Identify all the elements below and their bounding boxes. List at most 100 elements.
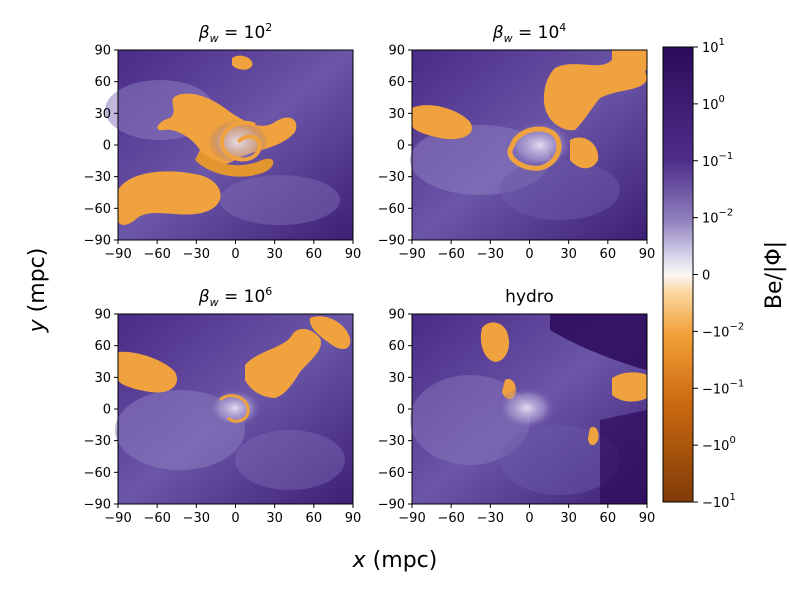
x-tick-label: −30: [477, 247, 504, 262]
colorbar-tick-label: 101: [702, 37, 725, 56]
y-tick-label: −90: [84, 498, 111, 513]
panel-beta-1e2: [105, 49, 354, 241]
negative-region: [245, 328, 321, 398]
x-tick-label: 60: [600, 247, 617, 262]
x-tick-label: 30: [266, 511, 283, 526]
colorbar-tick-label: 0: [702, 269, 710, 284]
x-tick-label: −60: [437, 247, 464, 262]
x-tick-label: −90: [398, 247, 425, 262]
y-tick-label: 0: [397, 139, 405, 154]
core-glow: [497, 386, 557, 430]
x-tick-label: −30: [183, 511, 210, 526]
x-tick-label: 90: [345, 511, 362, 526]
panel-beta-1e4: [410, 49, 648, 241]
x-tick-label: 30: [266, 247, 283, 262]
x-tick-label: −30: [183, 247, 210, 262]
colorbar-tick-label: −101: [702, 492, 736, 511]
negative-region: [195, 150, 274, 177]
y-tick-label: −60: [378, 466, 405, 481]
x-tick-label: 30: [560, 247, 577, 262]
panel-titles: βw = 102 βw = 104 βw = 106 hydro: [198, 21, 567, 309]
negative-region: [507, 126, 562, 171]
y-tick-label: 90: [94, 308, 111, 323]
colorbar-tick-label: −10−2: [702, 321, 744, 340]
x-tick-label: 0: [525, 511, 533, 526]
panel-beta-1e6: [115, 313, 354, 505]
y-tick-label: 60: [388, 75, 405, 90]
wisp: [235, 430, 345, 490]
wisp: [220, 175, 340, 225]
x-tick-label: −90: [104, 511, 131, 526]
x-tick-label: −60: [437, 511, 464, 526]
negative-region: [570, 137, 599, 169]
colorbar-tick-label: −100: [702, 435, 736, 454]
y-tick-label: −90: [378, 234, 405, 249]
y-tick-label: 90: [388, 308, 405, 323]
x-tick-label: 0: [231, 511, 239, 526]
y-tick-label: 90: [388, 44, 405, 59]
negative-region: [543, 57, 647, 131]
colorbar-ticks: 101 100 10−1 10−2 0 −10−2 −10−1 −100 −101: [693, 37, 744, 511]
wisp: [410, 375, 530, 465]
negative-region: [118, 351, 178, 393]
x-tick-label: 90: [639, 247, 656, 262]
y-tick-label: 90: [94, 44, 111, 59]
wisp: [500, 160, 620, 220]
y-tick-label: 30: [94, 371, 111, 386]
y-tick-label: 0: [103, 403, 111, 418]
y-tick-label: −60: [378, 202, 405, 217]
colorbar: 101 100 10−1 10−2 0 −10−2 −10−1 −100 −101: [662, 37, 744, 511]
panel-hydro: [410, 313, 648, 505]
panel-title: βw = 102: [198, 21, 273, 45]
y-tick-label: 30: [94, 107, 111, 122]
spiral-arm: [219, 120, 262, 162]
y-tick-label: −60: [84, 202, 111, 217]
colorbar-gradient: [662, 46, 694, 503]
y-tick-label: −30: [84, 434, 111, 449]
hydro-shadow: [550, 314, 647, 370]
y-tick-label: 0: [103, 139, 111, 154]
y-tick-label: 60: [388, 339, 405, 354]
y-tick-label: 30: [388, 371, 405, 386]
y-tick-label: 30: [388, 107, 405, 122]
hydro-shadow: [600, 410, 647, 504]
y-tick-label: −90: [378, 498, 405, 513]
y-tick-label: 0: [397, 403, 405, 418]
colorbar-label: Be/|Φ|: [762, 241, 787, 309]
x-tick-label: −30: [477, 511, 504, 526]
y-tick-label: 60: [94, 75, 111, 90]
x-tick-label: 60: [600, 511, 617, 526]
x-tick-label: −60: [143, 511, 170, 526]
y-tick-label: −30: [84, 170, 111, 185]
negative-region: [232, 55, 253, 70]
y-tick-label: −60: [84, 466, 111, 481]
x-tick-label: 90: [345, 247, 362, 262]
x-tick-label: 0: [525, 247, 533, 262]
y-tick-label: −30: [378, 434, 405, 449]
x-axis-label: x (mpc): [352, 548, 438, 573]
negative-region: [118, 171, 221, 225]
panel-title: βw = 106: [198, 285, 273, 309]
negative-region: [480, 322, 510, 362]
panel-title: βw = 104: [492, 21, 567, 45]
colorbar-tick-label: 10−1: [702, 151, 733, 170]
colorbar-tick-label: 100: [702, 94, 725, 113]
y-axis-label: y (mpc): [25, 248, 50, 334]
x-tick-label: −90: [398, 511, 425, 526]
negative-region: [588, 426, 599, 446]
panel-title: hydro: [505, 287, 554, 307]
y-tick-label: −90: [84, 234, 111, 249]
x-tick-label: −90: [104, 247, 131, 262]
negative-region: [612, 372, 647, 402]
y-tick-label: 60: [94, 339, 111, 354]
x-tick-label: 90: [639, 511, 656, 526]
y-tick-label: −30: [378, 170, 405, 185]
x-tick-label: 30: [560, 511, 577, 526]
negative-region: [412, 105, 472, 140]
x-tick-label: 0: [231, 247, 239, 262]
spiral-arm: [218, 394, 250, 423]
colorbar-tick-label: 10−2: [702, 208, 733, 227]
x-tick-label: 60: [306, 511, 323, 526]
